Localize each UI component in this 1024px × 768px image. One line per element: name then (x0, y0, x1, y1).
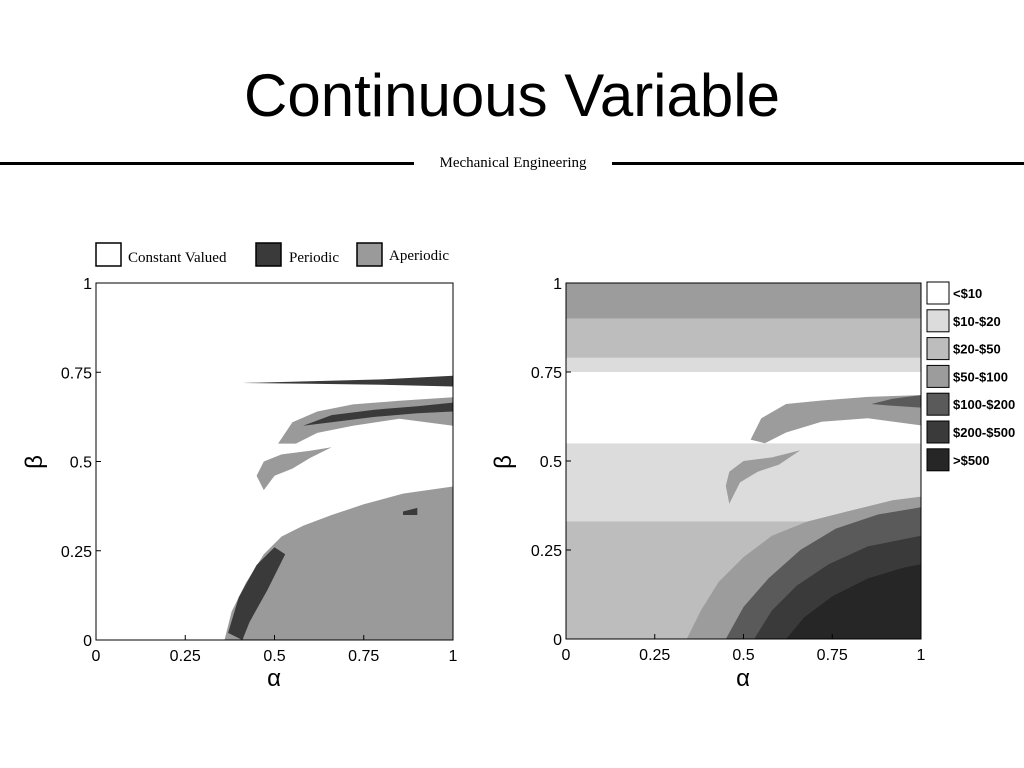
y-tick-label: 0.25 (61, 544, 92, 561)
header-rule-left (0, 162, 414, 165)
legend-swatch-10-20 (926, 309, 950, 333)
left-plot-regions (224, 375, 453, 640)
x-tick-label: 0.5 (732, 647, 754, 664)
y-tick-label: 0.25 (531, 543, 562, 560)
region-aperiodic (256, 447, 332, 491)
region-50-100 (750, 395, 921, 444)
y-tick-label: 0.5 (540, 454, 562, 471)
region-10-20 (566, 357, 921, 372)
region-periodic (242, 375, 453, 387)
legend-label-10-20: $10-$20 (953, 314, 1001, 329)
legend-label-500: >$500 (953, 453, 990, 468)
left-y-axis-label: β (21, 455, 48, 469)
right-chart-legend: <$10 $10-$20 $20-$50 $50-$100 $100-$200 $200-… (926, 281, 1015, 472)
x-tick-label: 0.25 (170, 648, 201, 665)
slide-title: Continuous Variable (244, 62, 780, 129)
y-tick-label: 1 (553, 276, 562, 293)
region-20-50 (566, 318, 921, 358)
x-tick-label: 0.75 (817, 647, 848, 664)
y-tick-label: 0 (83, 633, 92, 650)
legend-label-50-100: $50-$100 (953, 369, 1008, 384)
region-500 (786, 564, 921, 639)
legend-swatch-periodic (255, 242, 282, 267)
left-chart: Constant Valued Periodic Aperiodic 0 0.25… (21, 242, 458, 692)
legend-label-10: <$10 (953, 286, 982, 301)
legend-label-20-50: $20-$50 (953, 342, 1001, 357)
legend-swatch-50-100 (926, 364, 950, 388)
right-chart-axes: 0 0.25 0.5 0.75 1 0 0.25 0.5 0.75 1 (531, 276, 926, 664)
x-tick-label: 0.5 (263, 648, 285, 665)
legend-label-100-200: $100-$200 (953, 397, 1015, 412)
left-chart-axes: 0 0.25 0.5 0.75 1 0 0.25 0.5 0.75 1 (61, 276, 458, 665)
legend-label-aperiodic: Aperiodic (389, 248, 449, 264)
right-plot-regions (566, 283, 921, 639)
region-aperiodic (224, 486, 453, 640)
region-50-100 (725, 450, 801, 504)
x-tick-label: 1 (449, 648, 458, 665)
left-chart-legend: Constant Valued Periodic Aperiodic (95, 242, 449, 267)
x-tick-label: 0 (562, 647, 571, 664)
y-tick-label: 1 (83, 276, 92, 293)
legend-swatch-200-500 (926, 420, 950, 444)
y-tick-label: 0.75 (61, 365, 92, 382)
legend-swatch-10 (926, 281, 950, 305)
legend-swatch-aperiodic (356, 242, 383, 267)
legend-swatch-20-50 (926, 337, 950, 361)
x-tick-label: 0.75 (348, 648, 379, 665)
right-y-axis-label: β (490, 455, 517, 469)
y-tick-label: 0.75 (531, 365, 562, 382)
region-100-200 (871, 395, 921, 408)
right-x-axis-label: α (736, 665, 750, 692)
legend-swatch-100-200 (926, 392, 950, 416)
legend-label-periodic: Periodic (289, 250, 339, 266)
right-chart: 0 0.25 0.5 0.75 1 0 0.25 0.5 0.75 1 α β <$10 $10-$… (490, 276, 1015, 692)
region-10 (566, 372, 921, 444)
x-tick-label: 0.25 (639, 647, 670, 664)
y-tick-label: 0 (553, 632, 562, 649)
x-tick-label: 1 (917, 647, 926, 664)
region-periodic (403, 507, 418, 515)
x-tick-label: 0 (92, 648, 101, 665)
slide-subtitle: Mechanical Engineering (439, 155, 587, 171)
region-10-20 (566, 443, 921, 522)
legend-swatch-constant-valued (95, 242, 122, 267)
left-x-axis-label: α (267, 665, 281, 692)
region-periodic (303, 402, 453, 426)
y-tick-label: 0.5 (70, 455, 92, 472)
legend-swatch-500 (926, 448, 950, 472)
legend-label-constant-valued: Constant Valued (128, 250, 227, 266)
region-50-100 (566, 283, 921, 319)
header-rule-right (612, 162, 1024, 165)
legend-label-200-500: $200-$500 (953, 425, 1015, 440)
region-periodic (228, 547, 286, 640)
